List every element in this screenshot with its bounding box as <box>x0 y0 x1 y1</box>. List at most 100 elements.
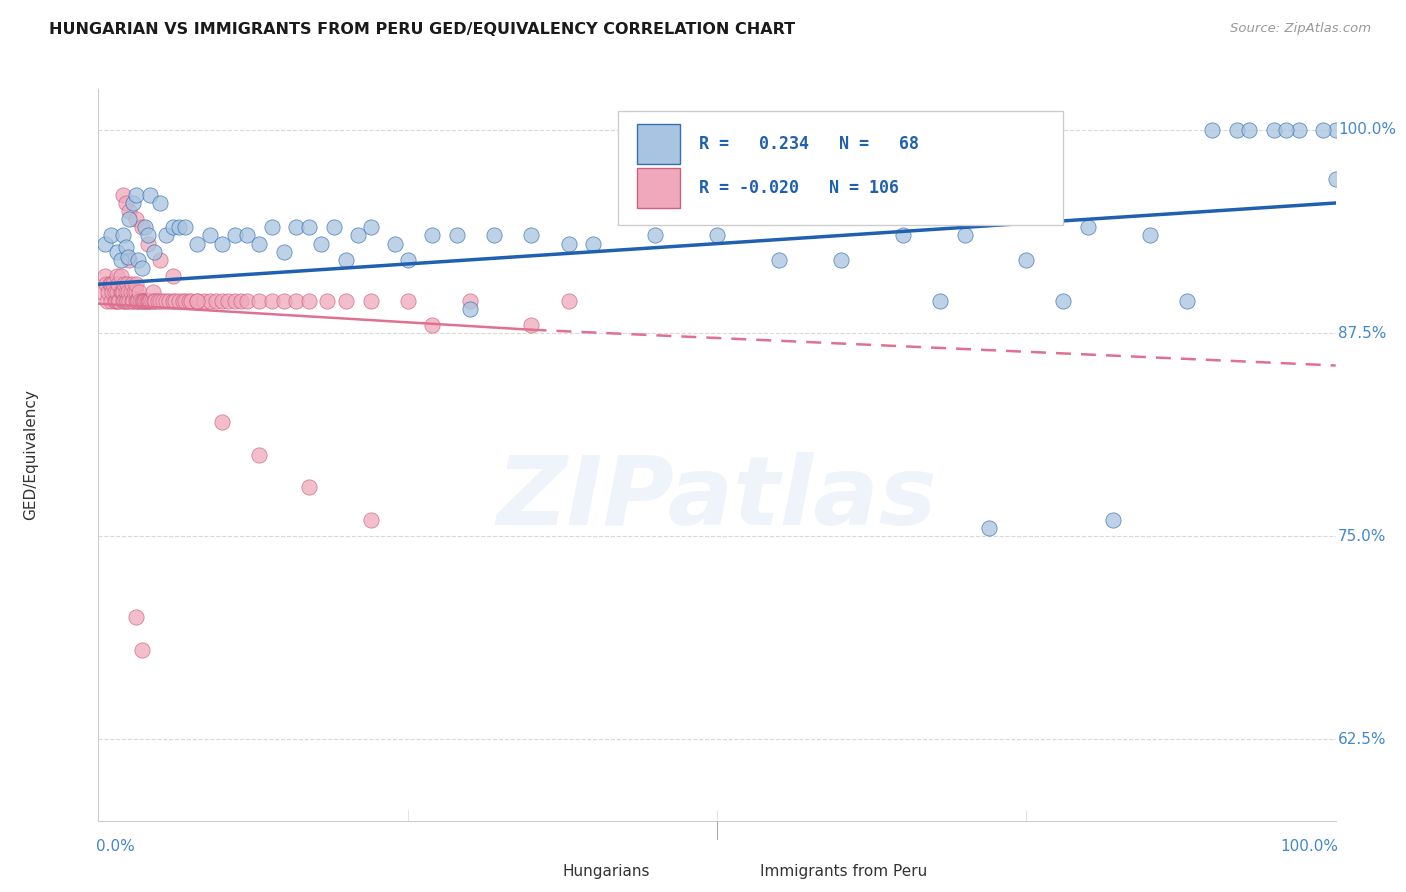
Point <box>112 187 135 202</box>
Point <box>149 252 172 267</box>
Point <box>146 293 169 308</box>
Point <box>101 285 124 300</box>
Point <box>139 293 162 308</box>
Point <box>117 285 139 300</box>
Point <box>117 250 139 264</box>
Point <box>1077 220 1099 235</box>
Point <box>112 228 135 243</box>
Point <box>557 236 579 251</box>
Point <box>103 285 125 300</box>
Text: R = -0.020   N = 106: R = -0.020 N = 106 <box>699 179 898 197</box>
Text: Source: ZipAtlas.com: Source: ZipAtlas.com <box>1230 22 1371 36</box>
Point <box>143 293 166 308</box>
Point <box>979 521 1001 535</box>
Point <box>103 277 125 292</box>
Point <box>211 416 233 430</box>
Bar <box>637 124 681 164</box>
Point <box>135 293 157 308</box>
Point <box>157 293 180 308</box>
Point <box>174 293 197 308</box>
Point <box>136 228 159 243</box>
Point <box>186 236 208 251</box>
Point <box>100 293 122 308</box>
Text: 0.0%: 0.0% <box>96 838 135 854</box>
Point <box>582 236 605 251</box>
Point <box>141 293 163 308</box>
Point <box>928 293 950 308</box>
Point <box>152 293 174 308</box>
Point <box>458 293 481 308</box>
Point <box>1102 513 1125 527</box>
Point <box>132 293 155 308</box>
Text: R =   0.234   N =   68: R = 0.234 N = 68 <box>699 135 918 153</box>
Point <box>149 293 172 308</box>
Point <box>128 285 150 300</box>
Point <box>131 293 153 308</box>
Point <box>105 285 128 300</box>
Point <box>285 220 308 235</box>
Point <box>111 285 134 300</box>
Point <box>285 293 308 308</box>
Point <box>114 196 136 211</box>
Point <box>108 293 131 308</box>
Point <box>112 277 135 292</box>
Point <box>247 236 270 251</box>
Point <box>118 204 141 219</box>
Point <box>1324 123 1347 137</box>
Point <box>134 293 156 308</box>
Point <box>122 293 145 308</box>
Point <box>112 293 135 308</box>
Point <box>136 236 159 251</box>
Point <box>131 260 153 275</box>
Text: 100.0%: 100.0% <box>1281 838 1339 854</box>
Point <box>360 293 382 308</box>
Point <box>396 252 419 267</box>
Text: HUNGARIAN VS IMMIGRANTS FROM PERU GED/EQUIVALENCY CORRELATION CHART: HUNGARIAN VS IMMIGRANTS FROM PERU GED/EQ… <box>49 22 796 37</box>
Point <box>110 269 132 284</box>
Point <box>112 293 135 308</box>
Point <box>174 220 197 235</box>
Point <box>446 228 468 243</box>
Point <box>136 293 159 308</box>
Point <box>118 293 141 308</box>
Point <box>122 196 145 211</box>
Text: 100.0%: 100.0% <box>1339 122 1396 137</box>
Point <box>1263 123 1285 137</box>
Point <box>335 252 357 267</box>
Point <box>149 196 172 211</box>
Point <box>891 228 914 243</box>
Point <box>129 293 152 308</box>
Text: ZIPatlas: ZIPatlas <box>496 452 938 545</box>
Point <box>124 285 146 300</box>
Point <box>93 236 115 251</box>
Point <box>114 240 136 254</box>
Point <box>131 643 153 657</box>
Point <box>298 220 321 235</box>
Point <box>96 293 118 308</box>
Point <box>1275 123 1298 137</box>
Point <box>260 220 283 235</box>
Point <box>139 187 162 202</box>
Point <box>316 293 339 308</box>
Point <box>193 293 215 308</box>
Point <box>124 293 146 308</box>
Point <box>180 293 202 308</box>
Point <box>124 610 146 624</box>
Point <box>143 244 166 259</box>
Point <box>217 293 239 308</box>
Text: 75.0%: 75.0% <box>1339 529 1386 544</box>
Point <box>1201 123 1223 137</box>
Point <box>422 318 444 332</box>
Point <box>224 293 246 308</box>
Point <box>384 236 406 251</box>
Point <box>115 293 138 308</box>
Point <box>120 285 142 300</box>
Point <box>520 228 543 243</box>
Point <box>100 228 122 243</box>
Point <box>110 285 132 300</box>
Point <box>484 228 506 243</box>
Point <box>335 293 357 308</box>
Point <box>229 293 252 308</box>
FancyBboxPatch shape <box>619 112 1063 225</box>
Point <box>1237 123 1260 137</box>
